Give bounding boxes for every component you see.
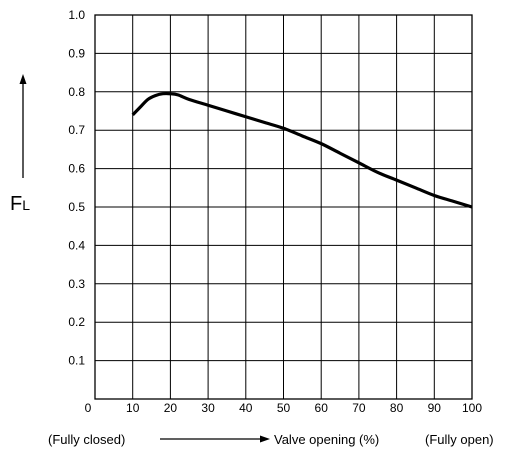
- x-tick-label: 80: [390, 401, 404, 415]
- y-axis-label: FL: [10, 193, 30, 215]
- y-axis-label-main: F: [10, 193, 22, 215]
- x-tick-label: 100: [462, 401, 482, 415]
- y-axis-label-sub: L: [22, 197, 30, 213]
- x-tick-label: 0: [85, 401, 92, 415]
- y-tick-label: 0.7: [68, 123, 85, 137]
- y-tick-label: 1.0: [68, 8, 85, 22]
- y-tick-label: 0.6: [68, 162, 85, 176]
- x-tick-label: 20: [164, 401, 178, 415]
- grid: [94, 14, 473, 400]
- y-tick-label: 0.2: [68, 315, 85, 329]
- y-tick-labels: 0.1 0.2 0.3 0.4 0.5 0.6 0.7 0.8 0.9 1.0: [68, 8, 85, 368]
- x-tick-label: 90: [428, 401, 442, 415]
- x-tick-labels: 0 10 20 30 40 50 60 70 80 90 100: [85, 401, 483, 415]
- y-tick-label: 0.3: [68, 277, 85, 291]
- x-caption-fully-closed: (Fully closed): [48, 432, 125, 447]
- x-tick-label: 70: [352, 401, 366, 415]
- x-tick-label: 30: [201, 401, 215, 415]
- y-tick-label: 0.8: [68, 85, 85, 99]
- y-tick-label: 0.9: [68, 46, 85, 60]
- x-tick-label: 50: [277, 401, 291, 415]
- series-layer: [131, 91, 473, 209]
- x-caption-valve-opening: Valve opening (%): [274, 432, 379, 447]
- x-tick-label: 40: [239, 401, 253, 415]
- y-tick-label: 0.5: [68, 200, 85, 214]
- y-axis-arrow-head: [19, 74, 27, 84]
- y-tick-label: 0.1: [68, 354, 85, 368]
- series-line-fl-curve: [131, 91, 473, 209]
- x-caption-arrow-head: [260, 435, 270, 443]
- x-tick-label: 60: [315, 401, 329, 415]
- x-tick-label: 10: [126, 401, 140, 415]
- y-tick-label: 0.4: [68, 238, 85, 252]
- x-caption-fully-open: (Fully open): [425, 432, 494, 447]
